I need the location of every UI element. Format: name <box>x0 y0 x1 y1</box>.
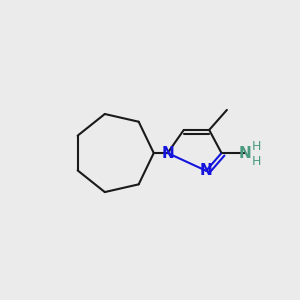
Text: N: N <box>200 163 212 178</box>
Text: N: N <box>238 146 251 160</box>
Text: H: H <box>252 140 262 153</box>
Text: N: N <box>161 146 174 160</box>
Text: H: H <box>252 155 262 168</box>
